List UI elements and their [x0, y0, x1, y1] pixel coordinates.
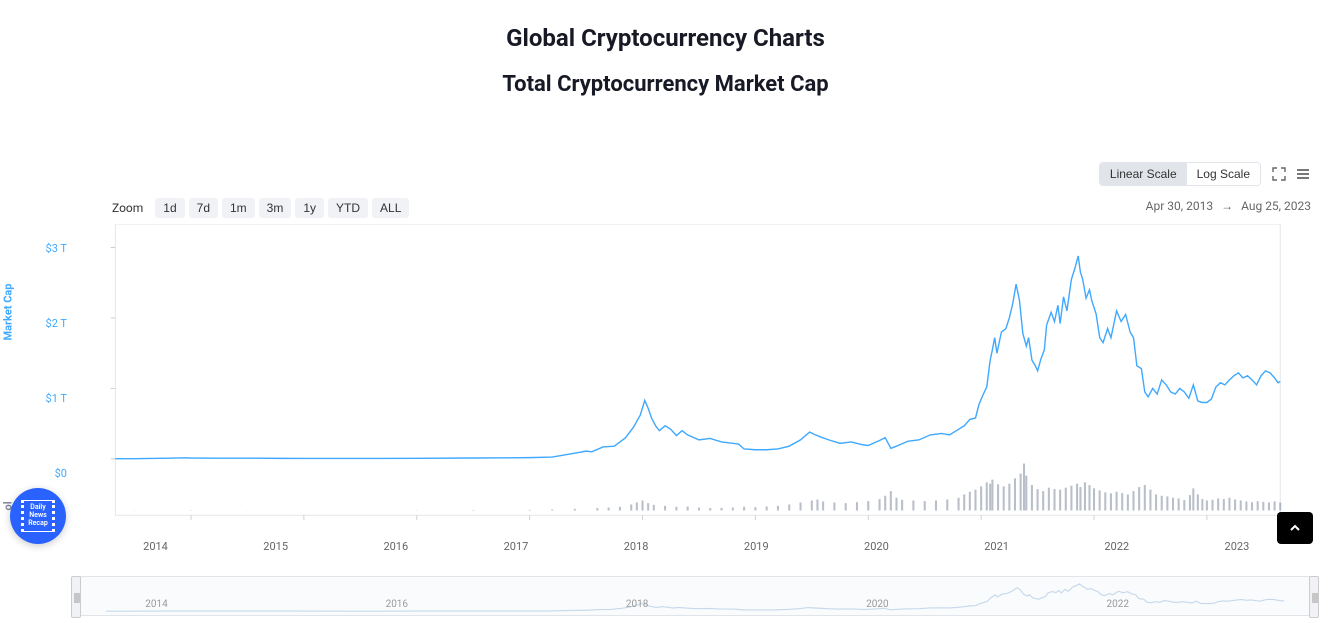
linear-scale-button[interactable]: Linear Scale	[1100, 163, 1187, 185]
navigator[interactable]: 2014 2016 2018 2020 2022	[75, 576, 1315, 616]
daily-news-badge[interactable]: DailyNewsRecap	[10, 488, 66, 544]
date-range: Apr 30, 2013 → Aug 25, 2023	[1146, 199, 1311, 213]
menu-icon[interactable]	[1293, 164, 1313, 184]
main-title: Global Cryptocurrency Charts	[0, 24, 1331, 52]
fullscreen-icon[interactable]	[1269, 164, 1289, 184]
zoom-label: Zoom	[112, 201, 143, 215]
navigator-handle-left[interactable]	[71, 576, 81, 618]
log-scale-button[interactable]: Log Scale	[1187, 163, 1260, 185]
zoom-7d-button[interactable]: 7d	[189, 198, 218, 218]
x-tick-label: 2023	[1225, 540, 1250, 553]
scale-toggle: Linear Scale Log Scale	[1099, 162, 1261, 186]
x-tick-label: 2014	[143, 540, 168, 553]
nav-tick-label: 2018	[626, 599, 648, 610]
zoom-1y-button[interactable]: 1y	[295, 198, 324, 218]
nav-tick-label: 2020	[866, 599, 888, 610]
y-tick-label: $2 T	[27, 317, 67, 330]
x-tick-label: 2020	[864, 540, 889, 553]
nav-tick-label: 2016	[386, 599, 408, 610]
date-end[interactable]: Aug 25, 2023	[1241, 199, 1311, 213]
x-tick-label: 2016	[383, 540, 408, 553]
x-tick-label: 2022	[1104, 540, 1129, 553]
nav-tick-label: 2022	[1106, 599, 1128, 610]
y-tick-label: $0	[27, 467, 67, 480]
date-start[interactable]: Apr 30, 2013	[1146, 199, 1213, 213]
y-tick-label: $3 T	[27, 242, 67, 255]
zoom-1d-button[interactable]: 1d	[155, 198, 184, 218]
zoom-ytd-button[interactable]: YTD	[328, 198, 368, 218]
zoom-3m-button[interactable]: 3m	[259, 198, 292, 218]
chart-subtitle: Total Cryptocurrency Market Cap	[0, 72, 1331, 97]
x-tick-label: 2017	[504, 540, 529, 553]
chart-svg	[75, 224, 1315, 534]
zoom-all-button[interactable]: ALL	[372, 198, 409, 218]
nav-tick-label: 2014	[145, 599, 167, 610]
zoom-1m-button[interactable]: 1m	[222, 198, 255, 218]
date-arrow: →	[1221, 199, 1233, 213]
x-tick-label: 2015	[263, 540, 288, 553]
badge-text: DailyNewsRecap	[21, 500, 55, 531]
zoom-controls: Zoom 1d 7d 1m 3m 1y YTD ALL	[112, 198, 409, 218]
navigator-handle-right[interactable]	[1309, 576, 1319, 618]
chart-area[interactable]	[75, 224, 1315, 534]
x-tick-label: 2018	[624, 540, 649, 553]
scroll-top-button[interactable]	[1277, 512, 1313, 544]
y-axis-label: Market Cap	[2, 284, 15, 341]
scale-controls: Linear Scale Log Scale	[1099, 162, 1313, 186]
x-tick-label: 2021	[984, 540, 1009, 553]
x-tick-label: 2019	[744, 540, 769, 553]
y-tick-label: $1 T	[27, 392, 67, 405]
